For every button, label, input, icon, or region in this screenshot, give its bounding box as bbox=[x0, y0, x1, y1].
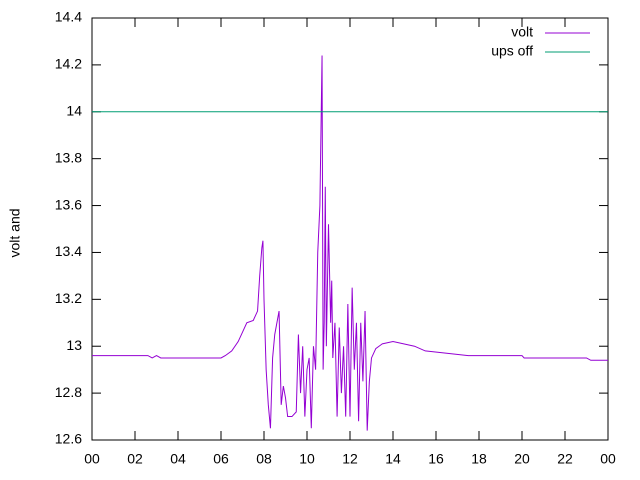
x-tick-label: 00 bbox=[84, 451, 100, 467]
x-tick-label: 06 bbox=[213, 451, 229, 467]
data-line bbox=[92, 55, 608, 431]
y-tick-label: 13 bbox=[66, 337, 82, 353]
x-tick-label: 04 bbox=[170, 451, 186, 467]
x-tick-label: 16 bbox=[428, 451, 444, 467]
y-tick-label: 12.6 bbox=[55, 431, 82, 447]
x-tick-label: 20 bbox=[514, 451, 530, 467]
x-tick-label: 12 bbox=[342, 451, 358, 467]
plot-frame bbox=[91, 17, 609, 441]
y-tick-label: 13.4 bbox=[55, 243, 82, 259]
y-tick-label: 13.2 bbox=[55, 290, 82, 306]
x-tick-label: 02 bbox=[127, 451, 143, 467]
legend-label: ups off bbox=[491, 43, 533, 59]
y-axis-label: volt and bbox=[7, 208, 23, 257]
x-tick-label: 22 bbox=[557, 451, 573, 467]
y-tick-label: 13.8 bbox=[55, 149, 82, 165]
x-tick-label: 00 bbox=[600, 451, 616, 467]
y-tick-label: 14.4 bbox=[55, 9, 82, 25]
x-tick-label: 14 bbox=[385, 451, 401, 467]
x-tick-label: 10 bbox=[299, 451, 315, 467]
y-tick-label: 14.2 bbox=[55, 56, 82, 72]
x-tick-label: 18 bbox=[471, 451, 487, 467]
legend-label: volt bbox=[511, 24, 533, 40]
y-tick-label: 12.8 bbox=[55, 384, 82, 400]
y-tick-label: 14 bbox=[66, 102, 82, 118]
x-tick-label: 08 bbox=[256, 451, 272, 467]
y-tick-label: 13.6 bbox=[55, 196, 82, 212]
